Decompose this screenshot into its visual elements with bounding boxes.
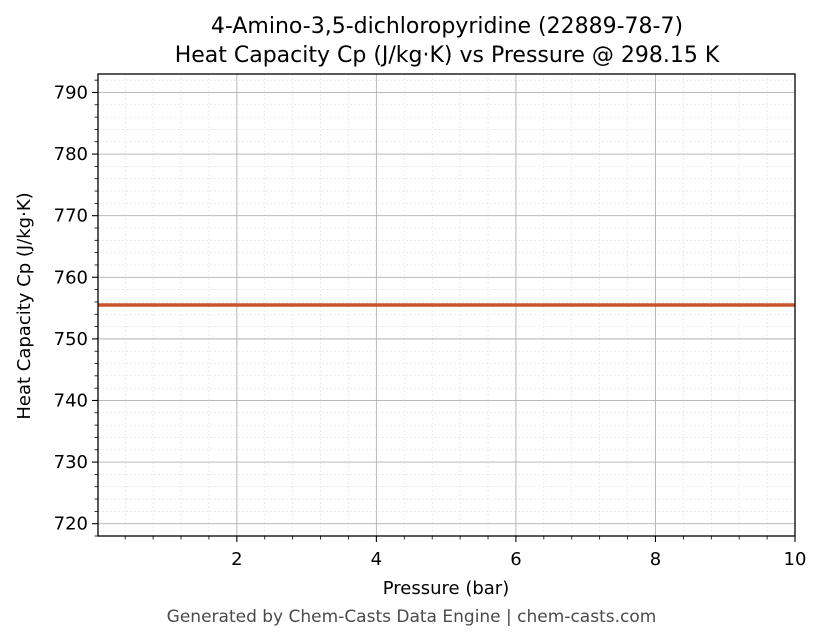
chart-title-line2: Heat Capacity Cp (J/kg·K) vs Pressure @ … (175, 43, 720, 68)
y-axis-label: Heat Capacity Cp (J/kg·K) (14, 192, 35, 419)
x-tick-label: 8 (650, 549, 661, 570)
chart-title-line1: 4-Amino-3,5-dichloropyridine (22889-78-7… (211, 14, 683, 39)
y-tick-label: 750 (54, 329, 88, 350)
x-tick-label: 6 (510, 549, 521, 570)
x-tick-label: 10 (784, 549, 807, 570)
x-axis-label: Pressure (bar) (383, 578, 509, 599)
plot-frame (97, 73, 796, 537)
y-tick-label: 790 (54, 82, 88, 103)
y-tick-label: 740 (54, 390, 88, 411)
y-tick-label: 730 (54, 452, 88, 473)
axis-ticks (92, 79, 796, 542)
footer-credit: Generated by Chem-Casts Data Engine | ch… (166, 607, 657, 627)
x-tick-label: 4 (371, 549, 382, 570)
y-tick-label: 760 (54, 267, 88, 288)
y-tick-label: 770 (54, 206, 88, 227)
y-tick-label: 720 (54, 514, 88, 535)
y-tick-label: 780 (54, 144, 88, 165)
tick-labels: 2 4 6 8 10 720 730 740 750 760 770 780 790 (54, 82, 807, 570)
x-tick-label: 2 (231, 549, 242, 570)
